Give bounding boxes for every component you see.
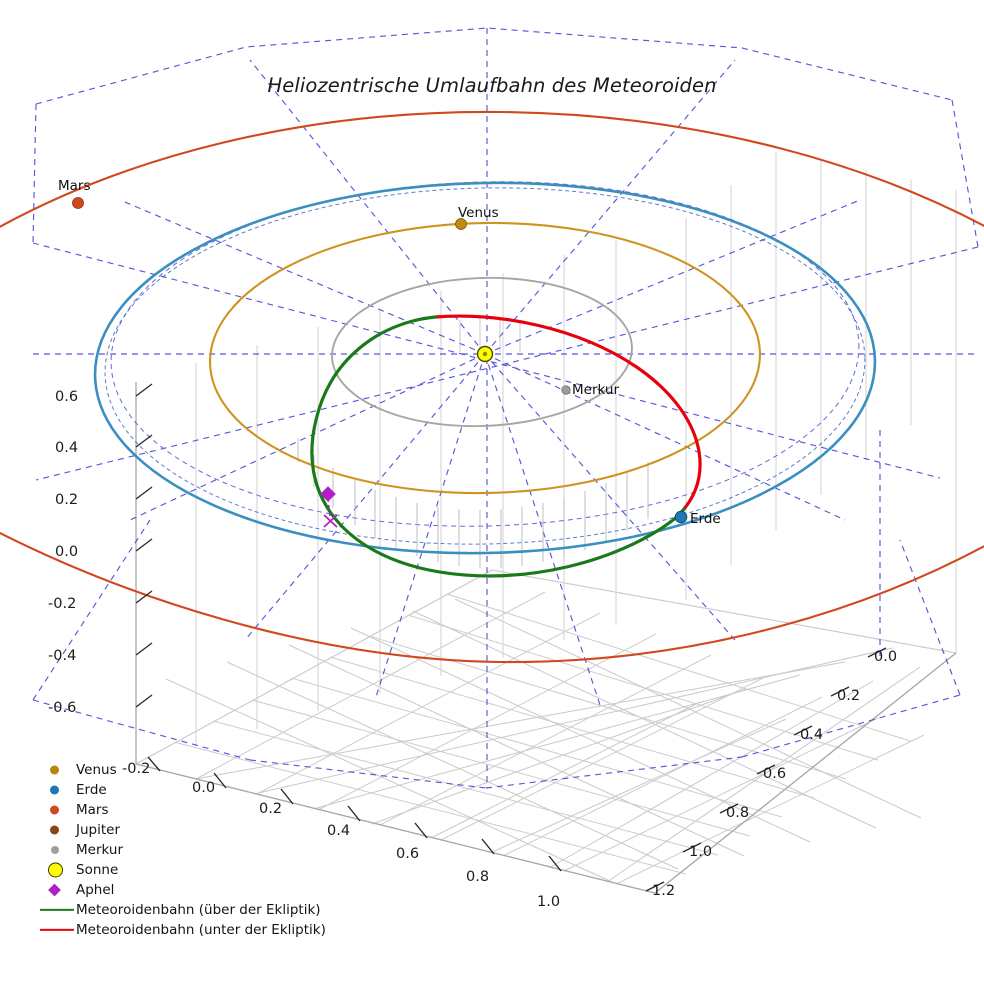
orbit-below-line-icon [38, 920, 76, 940]
orbit-mars [0, 110, 984, 664]
y-tick-0: 0.0 [874, 649, 898, 665]
legend-item-merkur[interactable]: Merkur [38, 840, 368, 860]
erde-swatch-icon [38, 780, 76, 800]
x-tick-5: 0.8 [466, 869, 490, 885]
x-tick-2: 0.2 [259, 801, 283, 817]
z-tick-3: 0.0 [55, 544, 79, 560]
venus-marker [455, 218, 467, 230]
orbit-above-line-icon [38, 900, 76, 920]
legend-label-aphel: Aphel [76, 882, 115, 898]
legend-label-jupiter: Jupiter [76, 822, 121, 838]
venus-swatch-icon [38, 760, 76, 780]
y-tick-1: 0.2 [837, 688, 861, 704]
x-tick-0: -0.2 [122, 761, 151, 777]
y-tick-4: 0.8 [726, 805, 750, 821]
z-tick-5: -0.4 [48, 648, 77, 664]
sonne-core [482, 351, 488, 357]
legend-label-erde: Erde [76, 782, 107, 798]
legend-item-sonne[interactable]: Sonne [38, 860, 368, 880]
orbit-erde [93, 181, 877, 555]
mars-marker [72, 197, 84, 209]
legend-item-mars[interactable]: Mars [38, 800, 368, 820]
x-tick-4: 0.6 [396, 846, 420, 862]
venus-label: Venus [458, 205, 499, 221]
legend-item-venus[interactable]: Venus [38, 760, 368, 780]
page-title: Heliozentrische Umlaufbahn des Meteoroid… [267, 74, 717, 97]
y-tick-3: 0.6 [763, 766, 787, 782]
legend-item-aphel[interactable]: Aphel [38, 880, 368, 900]
y-tick-2: 0.4 [800, 727, 824, 743]
z-tick-1: 0.4 [55, 440, 79, 456]
orbit-stem-lines-upper [459, 318, 521, 352]
legend-label-orbit-above: Meteoroidenbahn (über der Ekliptik) [76, 902, 321, 918]
legend-label-orbit-below: Meteoroidenbahn (unter der Ekliptik) [76, 922, 326, 938]
aphel-swatch-icon [38, 880, 76, 900]
orbit-meteoroid-below [433, 314, 702, 511]
x-tick-3: 0.4 [327, 823, 351, 839]
z-tick-6: -0.6 [48, 700, 77, 716]
aphel-projection-cross [323, 514, 338, 528]
orbit-meteoroid-above [310, 315, 686, 578]
orbit-stem-lines [297, 438, 649, 568]
merkur-swatch-icon [38, 840, 76, 860]
axis-spines [135, 382, 957, 894]
x-tick-1: 0.0 [192, 780, 216, 796]
x-tick-6: 1.0 [537, 894, 561, 910]
erde-marker [674, 510, 688, 524]
z-tick-0: 0.6 [55, 389, 79, 405]
wall-grid [135, 152, 957, 764]
legend: Venus Erde Mars Jupiter Merkur [38, 760, 368, 940]
orbit-merkur [331, 276, 633, 428]
erde-label: Erde [690, 511, 721, 527]
legend-item-jupiter[interactable]: Jupiter [38, 820, 368, 840]
y-tick-5: 1.0 [689, 844, 713, 860]
y-tick-6: 1.2 [652, 883, 676, 899]
reference-guide-lines [32, 27, 979, 789]
merkur-label: Merkur [572, 382, 620, 398]
tick-marks [135, 383, 887, 892]
legend-label-merkur: Merkur [76, 842, 124, 858]
sonne-swatch-icon [38, 860, 76, 880]
legend-label-venus: Venus [76, 762, 117, 778]
legend-label-sonne: Sonne [76, 862, 119, 878]
legend-item-orbit-above[interactable]: Meteoroidenbahn (über der Ekliptik) [38, 900, 368, 920]
jupiter-swatch-icon [38, 820, 76, 840]
legend-item-orbit-below[interactable]: Meteoroidenbahn (unter der Ekliptik) [38, 920, 368, 940]
z-tick-4: -0.2 [48, 596, 77, 612]
orbit-venus [208, 221, 762, 495]
legend-item-erde[interactable]: Erde [38, 780, 368, 800]
z-tick-2: 0.2 [55, 492, 79, 508]
mars-label: Mars [58, 178, 91, 194]
mars-swatch-icon [38, 800, 76, 820]
legend-label-mars: Mars [76, 802, 109, 818]
merkur-marker [561, 385, 571, 395]
